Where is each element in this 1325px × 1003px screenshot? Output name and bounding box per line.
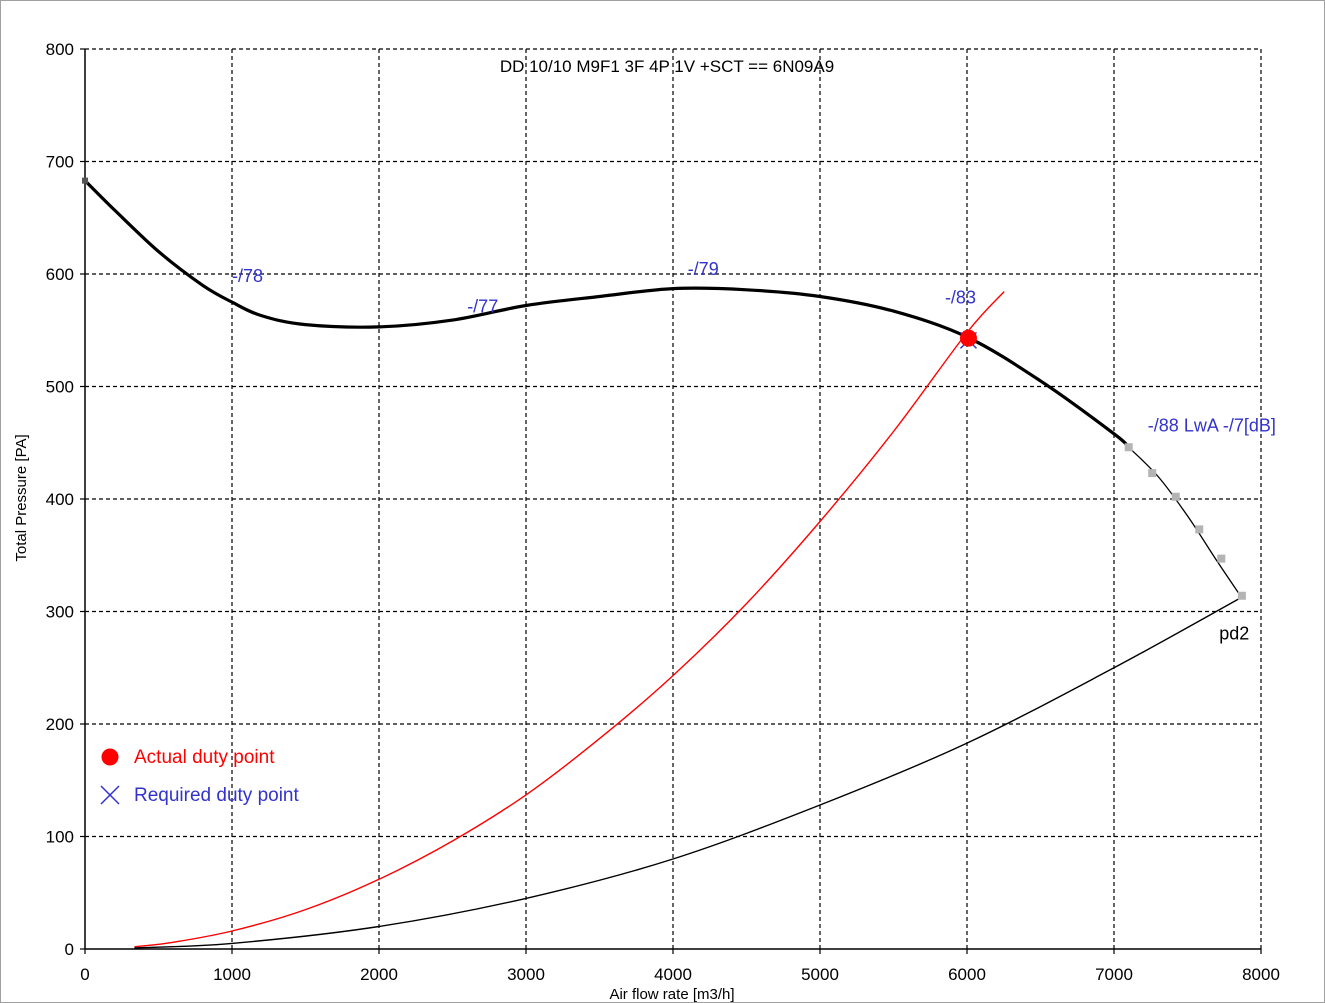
- efficiency-point: [1124, 443, 1133, 452]
- pd2-series-line: [134, 597, 1242, 949]
- x-tick-label: 3000: [507, 965, 545, 984]
- y-tick-label: 0: [65, 940, 74, 959]
- curve-annotation: -/78: [232, 266, 263, 286]
- y-tick-label: 700: [46, 153, 74, 172]
- pd2-label: pd2: [1219, 624, 1249, 644]
- system-curve-series-line: [134, 291, 1005, 948]
- y-axis-label: Total Pressure [PA]: [13, 434, 30, 561]
- efficiency-point: [1237, 591, 1246, 600]
- curve-annotations: -/78 -/77 -/79 -/83 -/88 LwA -/7[dB] pd2: [232, 259, 1276, 644]
- x-tick-label: 4000: [654, 965, 692, 984]
- y-tick-label: 800: [46, 40, 74, 59]
- x-tick-label: 0: [80, 965, 89, 984]
- efficiency-point: [1195, 525, 1204, 534]
- y-tick-label: 100: [46, 828, 74, 847]
- legend-required-duty-marker: [100, 785, 120, 805]
- curve-annotation: -/77: [467, 296, 498, 316]
- legend: Actual duty point Required duty point: [100, 747, 299, 806]
- curve-annotation: -/88 LwA -/7[dB]: [1148, 416, 1276, 436]
- efficiency-point: [1148, 469, 1157, 478]
- x-tick-label: 1000: [213, 965, 251, 984]
- efficiency-point: [1217, 554, 1226, 563]
- x-tick-label: 8000: [1242, 965, 1280, 984]
- tick-labels: 0 1000 2000 3000 4000 5000 6000 7000 8000 0 100 200…: [46, 40, 1280, 984]
- efficiency-points: [1124, 443, 1246, 600]
- efficiency-point: [1171, 492, 1180, 501]
- x-tick-label: 5000: [801, 965, 839, 984]
- actual-duty-point-marker: [959, 329, 977, 347]
- y-tick-label: 300: [46, 603, 74, 622]
- fan-curve-extension-series-line: [1128, 446, 1242, 597]
- legend-actual-duty-marker: [101, 748, 119, 766]
- chart-title: DD 10/10 M9F1 3F 4P 1V +SCT == 6N09A9: [500, 57, 834, 76]
- y-tick-label: 500: [46, 378, 74, 397]
- y-tick-label: 400: [46, 490, 74, 509]
- y-tick-label: 600: [46, 265, 74, 284]
- x-tick-label: 7000: [1095, 965, 1133, 984]
- curve-annotation: -/79: [688, 259, 719, 279]
- duty-points: [959, 329, 978, 349]
- curve-annotation: -/83: [945, 287, 976, 307]
- x-axis-label: Air flow rate [m3/h]: [609, 986, 734, 1003]
- legend-entry-label: Required duty point: [134, 785, 299, 806]
- grid-lines: [85, 48, 1262, 949]
- legend-entry-label: Actual duty point: [134, 747, 275, 768]
- x-tick-label: 2000: [360, 965, 398, 984]
- y-tick-label: 200: [46, 715, 74, 734]
- fan-curve-start-marker: [82, 177, 88, 184]
- x-tick-label: 6000: [948, 965, 986, 984]
